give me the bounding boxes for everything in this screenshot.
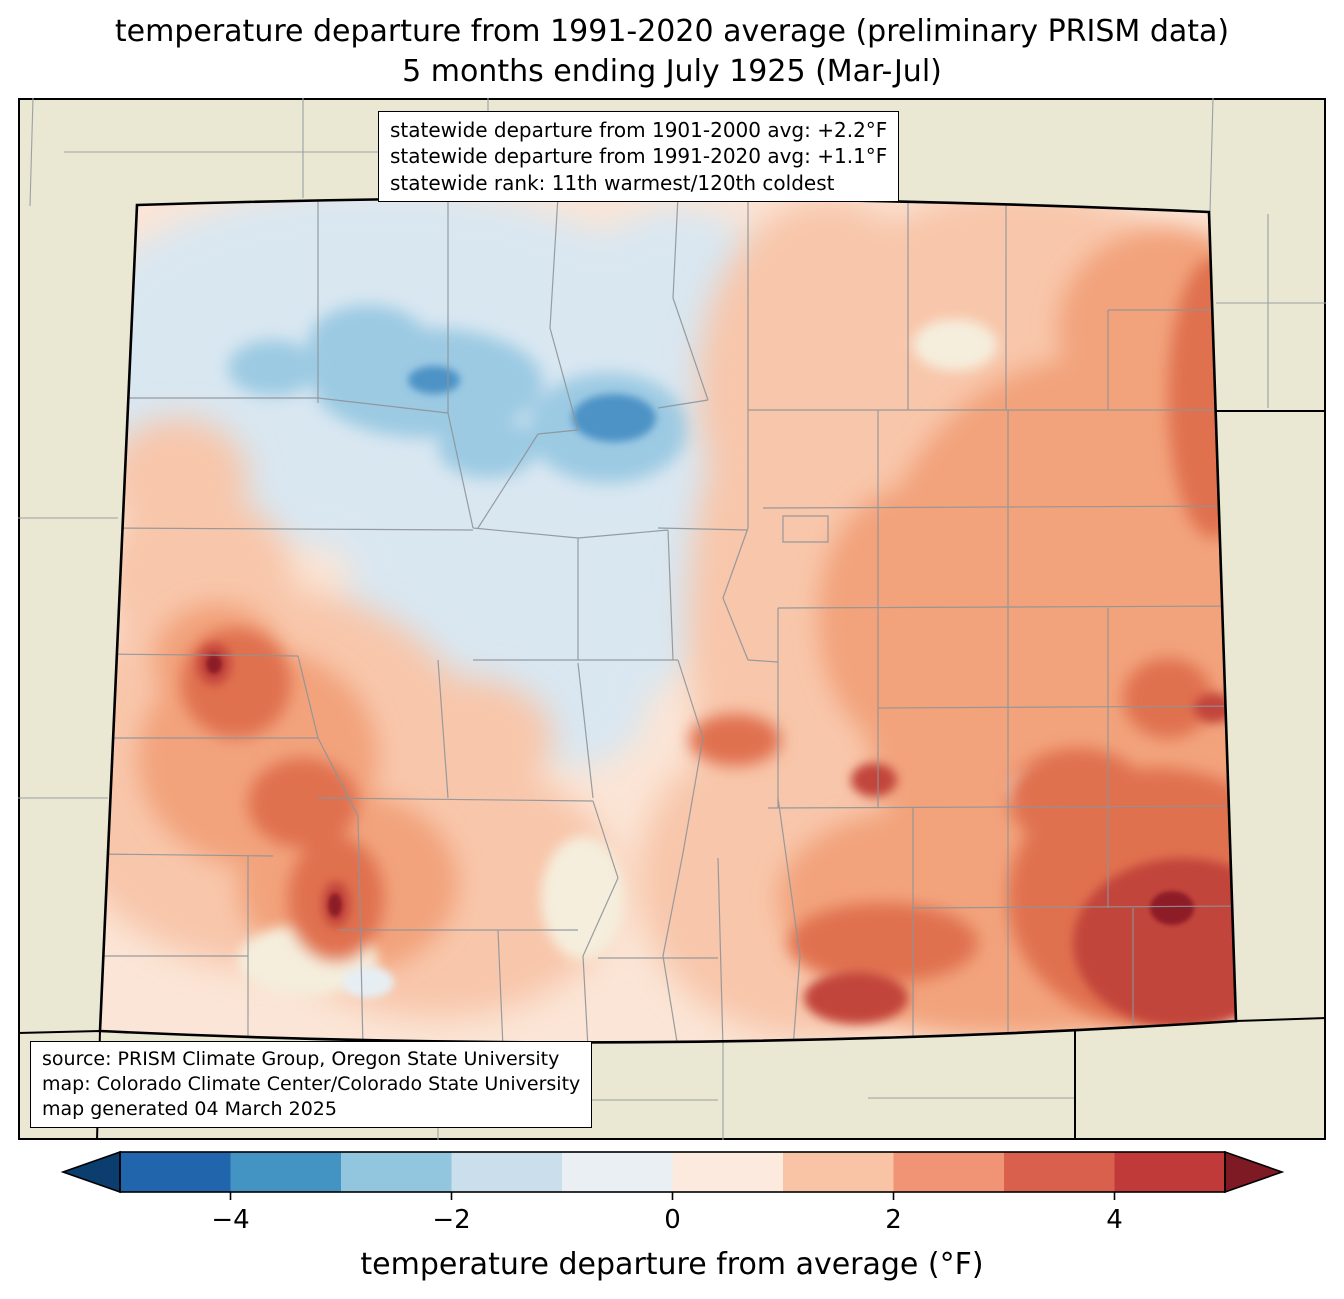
source-line-3: map generated 04 March 2025 (42, 1098, 337, 1121)
neighbor-state-borders (18, 410, 1326, 1140)
colorbar-segment (672, 1152, 784, 1192)
colorbar-tick-label: −4 (211, 1205, 249, 1235)
county-boundary-lines (100, 197, 1236, 1043)
colorbar-right-arrow (1224, 1150, 1285, 1194)
extreme-hot-spots (206, 654, 1194, 925)
colorbar-segments (120, 1152, 1226, 1192)
stats-line-1: statewide departure from 1901-2000 avg: … (390, 118, 888, 142)
colorbar-axis-label: temperature departure from average (°F) (360, 1247, 983, 1282)
colorbar-left-arrow (60, 1150, 121, 1194)
colorbar-ticks: −4 −2 0 2 4 (211, 1192, 1123, 1235)
map-title-line2: 5 months ending July 1925 (Mar-Jul) (402, 54, 942, 89)
temperature-field (100, 197, 1236, 1043)
colorbar-segment (451, 1152, 563, 1192)
colorbar-tick-label: 4 (1106, 1205, 1123, 1235)
colorado-map (18, 98, 1326, 1140)
colorbar: −4 −2 0 2 4 temperature departure from avera… (60, 1150, 1285, 1282)
cool-anomaly-medium-blobs (228, 305, 688, 483)
cool-anomaly-strong-blobs (408, 366, 656, 442)
source-attribution-box: source: PRISM Climate Group, Oregon Stat… (30, 1041, 593, 1129)
colorbar-tick-label: 2 (885, 1205, 902, 1235)
colorbar-segment (341, 1152, 453, 1192)
stats-line-3: statewide rank: 11th warmest/120th colde… (390, 170, 835, 195)
colorbar-tick-label: −2 (432, 1205, 470, 1235)
source-line-1: source: PRISM Climate Group, Oregon Stat… (42, 1048, 560, 1070)
map-title-line1: temperature departure from 1991-2020 ave… (114, 14, 1230, 49)
statewide-stats-box: statewide departure from 1901-2000 avg: … (378, 111, 900, 203)
colorbar-segment (120, 1152, 232, 1192)
colorbar-segment (1004, 1152, 1116, 1192)
stats-line-2: statewide departure from 1991-2020 avg: … (390, 144, 888, 169)
colorbar-segment (783, 1152, 895, 1192)
colorbar-segment (562, 1152, 674, 1192)
pale-blue-spots (342, 966, 394, 998)
colorbar-segment (230, 1152, 342, 1192)
colorbar-segment (1114, 1152, 1226, 1192)
colorbar-tick-label: 0 (664, 1205, 681, 1235)
colorbar-segment (893, 1152, 1005, 1192)
source-line-2: map: Colorado Climate Center/Colorado St… (42, 1073, 581, 1096)
